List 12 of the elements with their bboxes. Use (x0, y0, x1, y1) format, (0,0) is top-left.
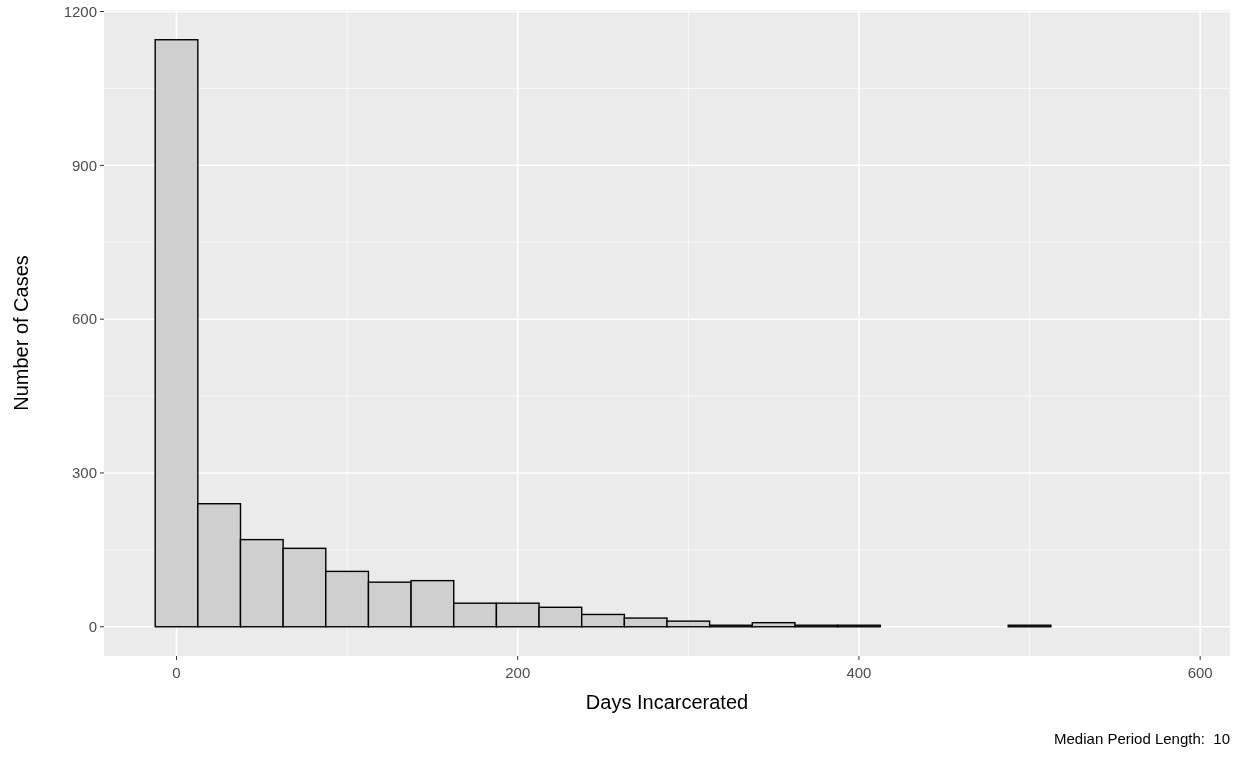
x-tick-label: 0 (172, 664, 181, 681)
x-tick-label: 600 (1187, 664, 1213, 681)
x-tick-label: 200 (505, 664, 531, 681)
text: Median Period Length: 10 (1054, 730, 1230, 747)
y-axis-title: Number of Cases (10, 255, 32, 411)
y-tick-label: 600 (71, 310, 97, 328)
x-tick-label: 400 (846, 664, 872, 681)
y-tick-label: 1200 (63, 2, 97, 20)
x-axis-title: Days Incarcerated (585, 691, 749, 713)
y-tick-label: 0 (88, 618, 97, 636)
y-tick-label: 300 (71, 464, 97, 482)
y-tick-label: 900 (71, 156, 97, 174)
